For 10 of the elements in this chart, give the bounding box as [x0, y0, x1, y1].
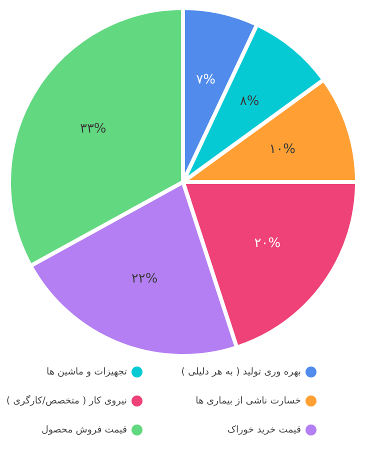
legend-label: نیروی کار ( متخصص/کارگری )	[6, 394, 127, 406]
data-label: ۷%	[196, 72, 216, 88]
data-label: ۱۰%	[269, 142, 296, 158]
legend-label: قیمت فروش محصول	[41, 424, 127, 436]
data-label: ۸%	[240, 94, 260, 110]
legend-label: قیمت خرید خوراک	[227, 424, 301, 436]
legend-label: تجهیزات و ماشین ها	[46, 366, 128, 378]
data-label: ۲۰%	[254, 236, 281, 251]
data-label: ۲۲%	[131, 272, 158, 287]
data-label: ۳۳%	[80, 121, 106, 136]
